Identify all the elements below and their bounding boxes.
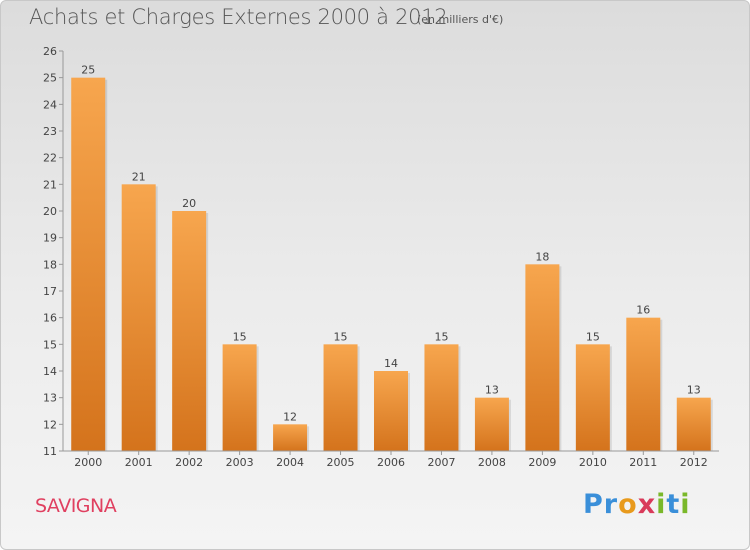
y-tick-label: 15 [43, 338, 57, 351]
logo-letter: o [618, 489, 638, 520]
bar-value-label: 13 [687, 384, 701, 397]
y-axis: 11 12 13 14 15 16 17 18 19 20 21 22 23 24 25 26 [43, 45, 64, 458]
y-tick-label: 23 [43, 125, 57, 138]
bar [121, 184, 156, 452]
bar-value-label: 18 [535, 250, 549, 263]
y-tick-label: 24 [43, 98, 57, 111]
bar [323, 344, 358, 451]
bar-value-label: 13 [485, 384, 499, 397]
y-tick-label: 16 [43, 312, 57, 325]
bar [222, 344, 257, 451]
logo-letter: i [680, 489, 691, 520]
logo-letter: r [603, 489, 619, 520]
bar [474, 397, 509, 451]
commune-name: SAVIGNA [35, 495, 117, 517]
x-tick-label: 2008 [478, 456, 506, 469]
x-tick-label: 2004 [276, 456, 304, 469]
y-tick-label: 13 [43, 392, 57, 405]
y-tick-label: 25 [43, 72, 57, 85]
bar [626, 317, 661, 451]
y-tick-label: 14 [43, 365, 57, 378]
y-tick-label: 17 [43, 285, 57, 298]
x-tick-label: 2009 [528, 456, 556, 469]
bar-value-label: 15 [586, 330, 600, 343]
bar-value-label: 21 [132, 170, 146, 183]
x-tick-label: 2011 [629, 456, 657, 469]
y-tick-label: 22 [43, 152, 57, 165]
bar [374, 371, 408, 451]
x-tick-label: 2012 [680, 456, 708, 469]
y-tick-label: 11 [43, 445, 57, 458]
y-tick-label: 12 [43, 418, 57, 431]
bar-value-label: 12 [283, 410, 297, 423]
x-tick-label: 2010 [579, 456, 607, 469]
bar-value-label: 15 [334, 330, 348, 343]
x-tick-label: 2002 [175, 456, 203, 469]
logo-letter: P [583, 489, 604, 520]
chart-subtitle: (en milliers d'€) [417, 13, 504, 26]
x-tick-label: 2001 [125, 456, 153, 469]
bar [273, 424, 308, 451]
y-tick-label: 21 [43, 178, 57, 191]
logo-letter: x [637, 489, 657, 520]
proxiti-logo: Proxiti [583, 489, 691, 520]
x-tick-label: 2005 [327, 456, 355, 469]
bar [676, 397, 711, 451]
x-tick-label: 2006 [377, 456, 405, 469]
y-tick-label: 26 [43, 45, 57, 58]
x-axis: 2000 2001 2002 2003 2004 2005 2006 2007 2008 2009… [63, 450, 719, 469]
bar [575, 344, 610, 451]
bar-value-label: 15 [233, 330, 247, 343]
x-tick-label: 2007 [427, 456, 455, 469]
bar-value-label: 16 [636, 304, 650, 317]
bar [424, 344, 459, 451]
y-tick-label: 18 [43, 258, 57, 271]
bar [172, 211, 207, 451]
y-tick-label: 20 [43, 205, 57, 218]
bar-value-label: 25 [81, 64, 95, 77]
logo-letter: i [656, 489, 667, 520]
chart-title: Achats et Charges Externes 2000 à 2012 [29, 5, 448, 29]
x-tick-label: 2000 [74, 456, 102, 469]
bar-value-label: 14 [384, 357, 398, 370]
bars-group: 25 21 20 15 12 15 14 15 13 18 15 16 13 [71, 64, 713, 452]
x-tick-label: 2003 [226, 456, 254, 469]
bar [525, 264, 560, 451]
y-tick-label: 19 [43, 232, 57, 245]
bar-value-label: 20 [182, 197, 196, 210]
bar-value-label: 15 [434, 330, 448, 343]
logo-letter: t [666, 489, 681, 520]
bar [71, 77, 106, 452]
